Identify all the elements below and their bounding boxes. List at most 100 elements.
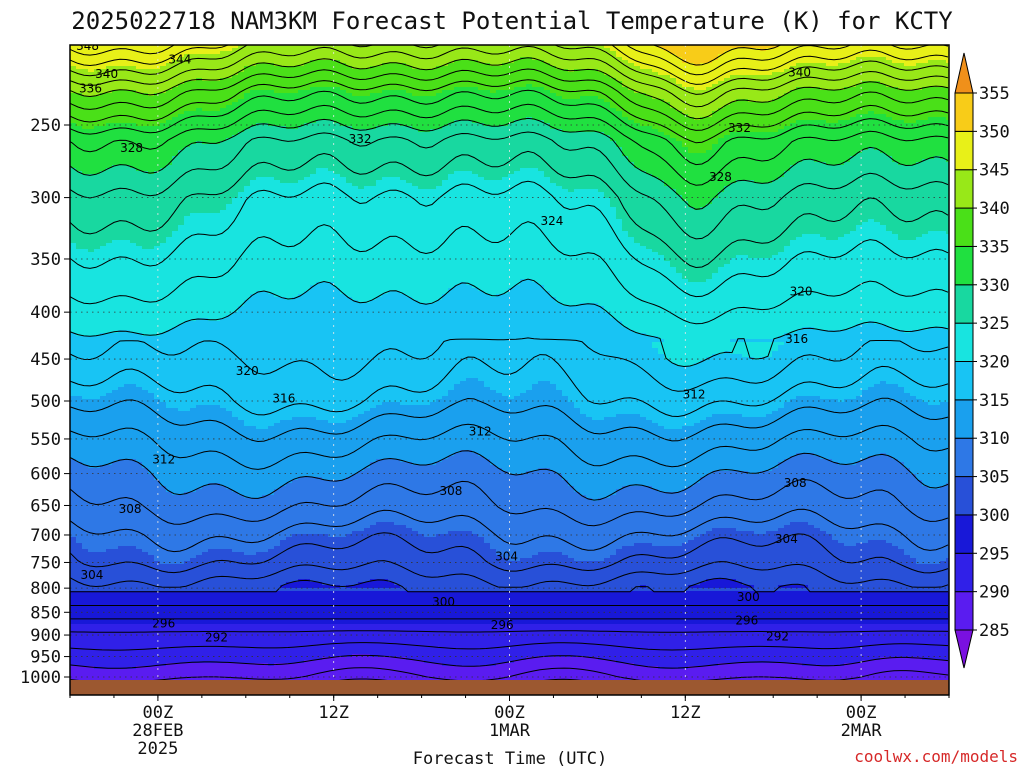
field-cell: [742, 531, 749, 586]
field-cell: [700, 90, 707, 118]
field-cell: [646, 336, 653, 421]
field-cell: [496, 180, 503, 295]
field-cell: [886, 657, 893, 695]
field-cell: [352, 624, 359, 655]
field-cell: [652, 423, 659, 490]
contour-label-text: 328: [709, 170, 732, 184]
field-cell: [136, 462, 143, 550]
field-cell: [892, 546, 899, 592]
field-cell: [742, 357, 749, 418]
field-cell: [634, 123, 641, 169]
field-cell: [298, 579, 305, 589]
field-cell: [352, 417, 359, 475]
field-cell: [388, 177, 395, 292]
field-cell: [244, 591, 251, 625]
field-cell: [358, 654, 365, 685]
field-cell: [808, 45, 815, 64]
field-cell: [640, 486, 647, 544]
field-cell: [304, 591, 311, 625]
field-cell: [166, 591, 173, 625]
field-cell: [262, 45, 269, 64]
field-cell: [676, 366, 683, 430]
field-cell: [148, 591, 155, 625]
field-cell: [448, 390, 455, 457]
field-cell: [460, 591, 467, 625]
contour-label-text: 300: [737, 590, 760, 604]
field-cell: [766, 531, 773, 592]
field-cell: [478, 45, 485, 64]
field-cell: [826, 330, 833, 400]
field-cell: [604, 102, 611, 136]
field-cell: [940, 117, 947, 160]
field-cell: [256, 63, 263, 91]
field-cell: [424, 69, 431, 97]
field-cell: [670, 429, 677, 493]
field-cell: [466, 120, 473, 172]
field-cell: [160, 66, 167, 94]
field-cell: [610, 495, 617, 556]
field-cell: [106, 45, 113, 67]
field-cell: [364, 69, 371, 97]
field-cell: [616, 549, 623, 592]
field-cell: [376, 297, 383, 406]
field-cell: [388, 624, 395, 658]
field-cell: [814, 63, 821, 88]
field-cell: [70, 66, 77, 94]
field-cell: [328, 624, 335, 658]
field-cell: [478, 291, 485, 382]
field-cell: [220, 78, 227, 109]
field-cell: [796, 87, 803, 121]
field-cell: [658, 45, 665, 49]
x-tick-label: 00Z: [846, 703, 877, 723]
field-cell: [412, 96, 419, 130]
field-cell: [208, 111, 215, 145]
field-cell: [736, 663, 743, 695]
field-cell: [856, 396, 863, 463]
field-cell: [634, 333, 641, 415]
field-cell: [454, 45, 461, 61]
field-cell: [352, 654, 359, 685]
field-cell: [196, 78, 203, 109]
field-cell: [730, 624, 737, 664]
field-cell: [928, 60, 935, 88]
field-cell: [646, 543, 653, 592]
field-cell: [88, 174, 95, 253]
field-cell: [718, 54, 725, 82]
field-cell: [484, 45, 491, 64]
field-cell: [730, 102, 737, 133]
field-cell: [508, 591, 515, 625]
field-cell: [946, 591, 949, 625]
field-cell: [508, 90, 515, 124]
colorbar-swatch: [954, 361, 974, 401]
field-cell: [172, 117, 179, 157]
field-cell: [748, 45, 755, 49]
field-cell: [286, 93, 293, 130]
field-cell: [118, 546, 125, 592]
field-cell: [202, 486, 209, 553]
field-cell: [652, 546, 659, 592]
field-cell: [550, 183, 557, 298]
field-cell: [772, 468, 779, 532]
field-cell: [394, 588, 401, 592]
field-cell: [850, 87, 857, 118]
field-cell: [598, 498, 605, 562]
contour-label-text: 348: [76, 39, 99, 53]
field-cell: [760, 45, 767, 52]
field-cell: [742, 255, 749, 340]
contour-label: 308: [784, 476, 807, 490]
field-cell: [694, 585, 701, 589]
field-cell: [820, 624, 827, 667]
field-cell: [580, 45, 587, 70]
field-cell: [778, 72, 785, 97]
field-cell: [154, 126, 161, 172]
field-cell: [772, 531, 779, 592]
field-cell: [844, 546, 851, 592]
field-cell: [718, 45, 725, 55]
isentrope-contour: [70, 45, 949, 76]
field-cell: [502, 177, 509, 295]
field-cell: [208, 321, 215, 406]
isentrope-contour: [70, 68, 949, 131]
contour-label: 304: [775, 532, 798, 546]
field-cell: [304, 291, 311, 418]
field-cell: [148, 336, 155, 394]
